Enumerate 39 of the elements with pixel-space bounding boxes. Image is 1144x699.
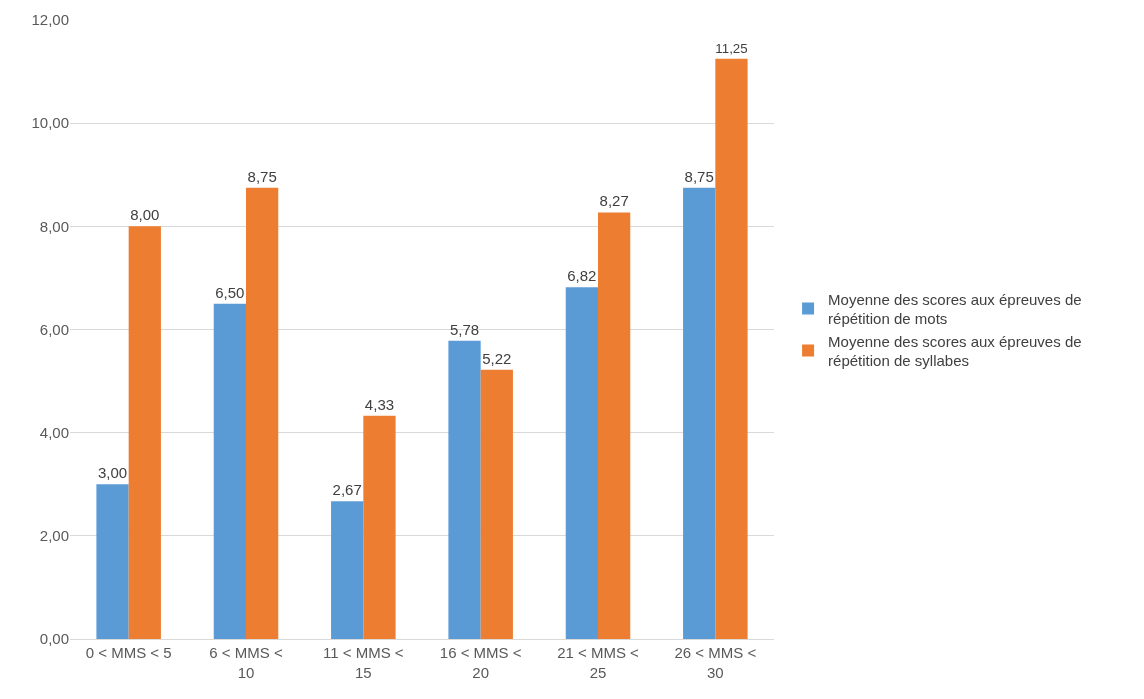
y-tick-label: 2,00	[39, 527, 69, 545]
bar	[683, 187, 716, 639]
bar	[213, 303, 246, 639]
data-label: 8,75	[684, 167, 714, 185]
data-label: 11,25	[715, 41, 748, 57]
y-tick-label: 0,00	[39, 630, 69, 648]
bar	[331, 501, 364, 639]
legend-label: Moyenne des scores aux épreuves de répétition de mots	[828, 290, 1082, 328]
bar	[598, 212, 631, 639]
y-tick-label: 8,00	[39, 217, 69, 235]
data-label: 6,50	[215, 283, 245, 301]
bar	[128, 226, 161, 639]
bar	[363, 415, 396, 639]
data-label: 2,67	[332, 481, 362, 499]
y-tick-label: 10,00	[31, 114, 69, 132]
x-tick-label: 16 < MMS < 20	[439, 644, 522, 681]
x-tick-label: 21 < MMS < 25	[557, 644, 640, 681]
data-label: 3,00	[97, 464, 128, 482]
x-tick-label: 26 < MMS < 30	[674, 644, 757, 681]
legend-label: Moyenne des scores aux épreuves de répétition de syllabes	[828, 332, 1082, 370]
bar	[715, 58, 748, 639]
bar	[480, 369, 513, 639]
y-tick-label: 4,00	[39, 423, 69, 441]
bar	[246, 187, 279, 639]
bar	[565, 287, 598, 639]
data-label: 8,27	[599, 192, 629, 210]
bar	[448, 340, 481, 639]
data-label: 8,00	[130, 206, 160, 224]
data-label: 4,33	[364, 395, 395, 413]
bar	[96, 484, 129, 639]
y-tick-label: 12,00	[31, 11, 69, 29]
data-label: 6,82	[567, 267, 597, 285]
x-tick-label: 11 < MMS < 15	[323, 644, 404, 681]
data-label: 8,75	[247, 167, 277, 185]
y-tick-label: 6,00	[39, 320, 69, 338]
data-label: 5,22	[482, 349, 512, 367]
data-label: 5,78	[449, 320, 480, 338]
x-tick-label: 0 < MMS < 5	[85, 644, 172, 661]
x-tick-label: 6 < MMS < 10	[209, 644, 283, 681]
